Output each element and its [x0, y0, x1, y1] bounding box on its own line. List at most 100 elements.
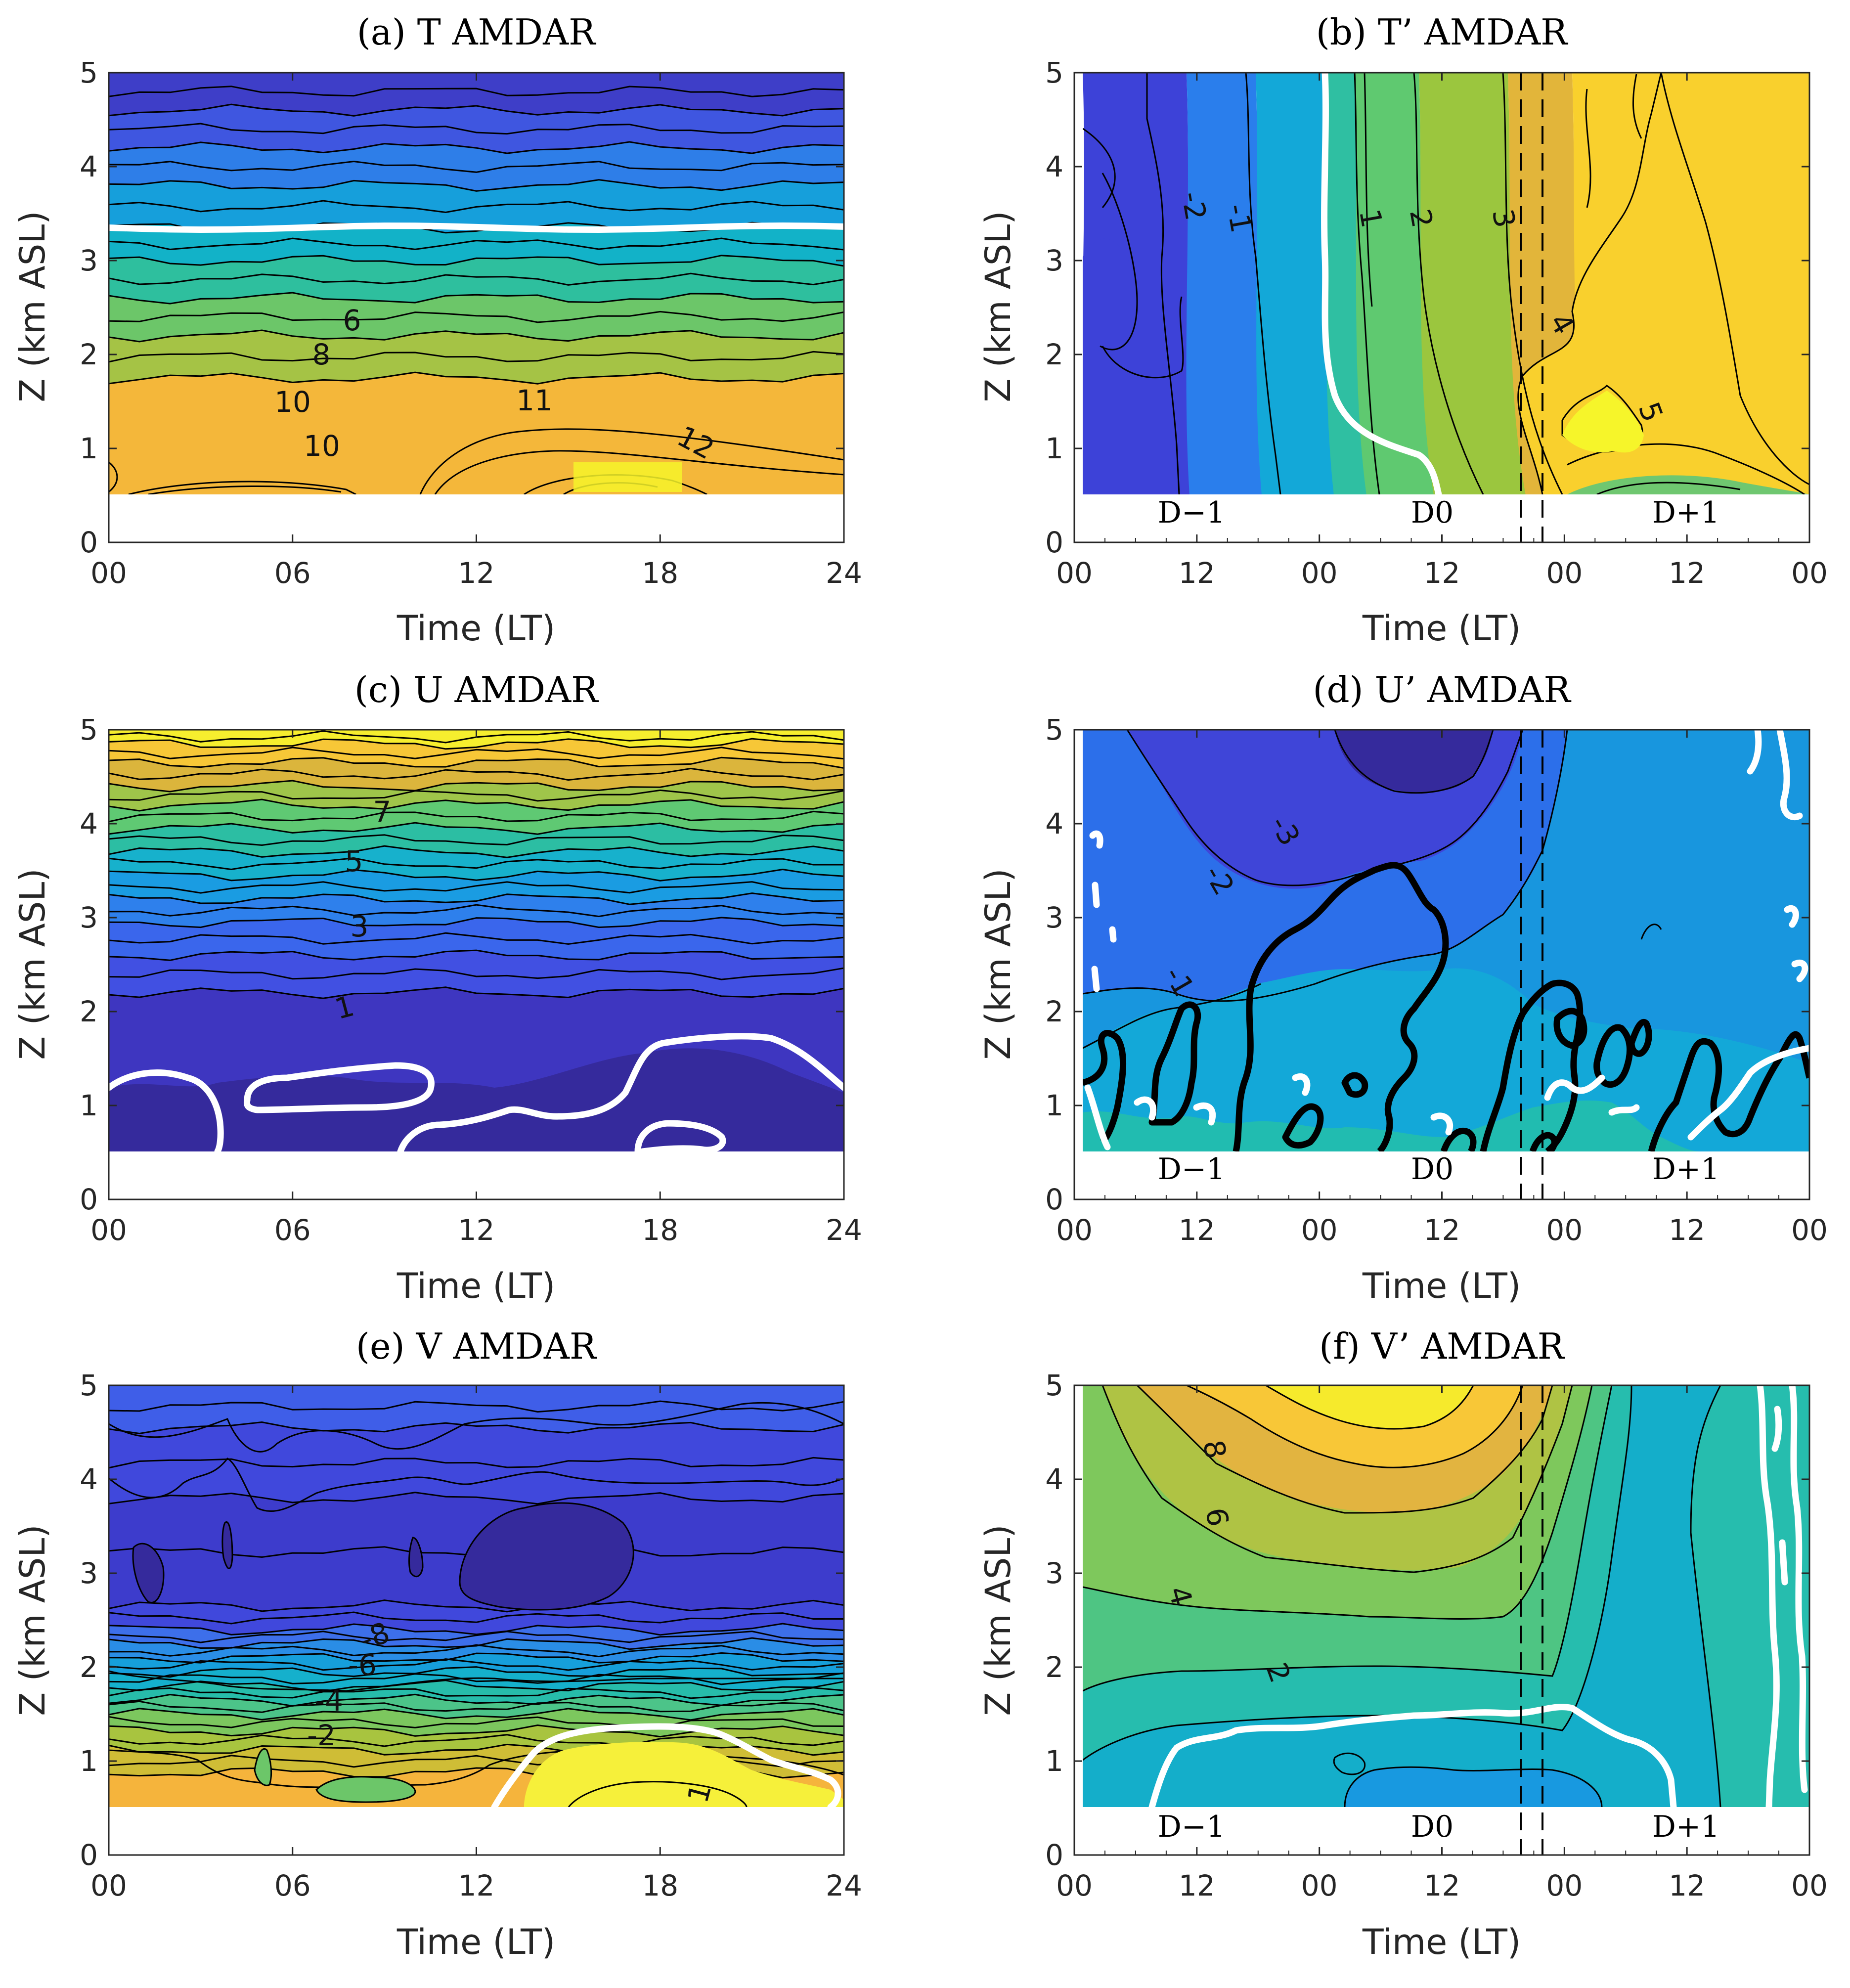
x-tick-label: 12 [1669, 1213, 1705, 1247]
zero-contour [1771, 1406, 1782, 1452]
contour-line [109, 371, 844, 385]
panel-a-xlabel: Time (LT) [396, 608, 555, 649]
zero-contour [1091, 966, 1100, 992]
thick-contour [1341, 1072, 1368, 1098]
contour-line [109, 834, 844, 846]
zero-contour [1430, 1112, 1454, 1136]
panel-c-xlabel: Time (LT) [396, 1266, 555, 1306]
contour-line [109, 255, 844, 267]
x-tick-label: 12 [1424, 1869, 1460, 1902]
contour-line [1101, 1385, 1573, 1573]
x-tick-label: 12 [1669, 1869, 1705, 1902]
maximum-region [524, 1742, 844, 1807]
y-tick-label: 3 [80, 1556, 98, 1590]
contour-line [109, 756, 844, 769]
contour-label: -6 [348, 1648, 377, 1682]
thick-contour [1553, 1008, 1587, 1049]
y-tick-label: 4 [1045, 1462, 1063, 1496]
contour-line [1083, 128, 1116, 208]
zero-contour [109, 222, 844, 233]
contour-line [109, 237, 844, 251]
thick-contour [1628, 1019, 1652, 1057]
x-tick-label: 00 [1791, 1869, 1828, 1902]
contour-line [434, 450, 844, 494]
x-tick-label: 00 [1301, 1213, 1338, 1247]
thick-contour [1529, 1132, 1558, 1151]
contour-line [1690, 1385, 1721, 1807]
y-tick-label: 3 [80, 901, 98, 934]
zero-contour [1776, 730, 1803, 821]
contour-line [109, 1652, 844, 1664]
x-tick-label: 00 [1546, 1213, 1583, 1247]
contour-line [568, 1781, 748, 1807]
contour-line [109, 917, 844, 928]
panel-f-contours [1083, 1385, 1721, 1807]
y-tick-label: 0 [80, 1183, 98, 1216]
y-tick-label: 3 [1045, 1556, 1063, 1590]
contour-line [109, 798, 844, 812]
contour-line [109, 329, 844, 343]
minimum-region [132, 1543, 165, 1604]
contour-line [1354, 73, 1380, 494]
panel-a-ylabel: Z (km ASL) [12, 211, 53, 402]
y-tick-label: 0 [80, 1838, 98, 1872]
contour-line [109, 780, 844, 793]
y-tick-label: 1 [80, 432, 98, 465]
panel-c-zero-contours [109, 1033, 844, 1151]
contour-line [109, 351, 844, 363]
x-tick-label: 00 [1791, 1213, 1828, 1247]
x-tick-label: 00 [90, 1213, 127, 1247]
contour-line [1146, 73, 1180, 494]
panel-c-ylabel: Z (km ASL) [12, 868, 53, 1060]
panel-f: (f) V’ AMDAR [978, 1325, 1828, 1962]
contour-line [109, 272, 844, 286]
panel-f-ylabel: Z (km ASL) [978, 1524, 1018, 1716]
panel-e-title: (e) V AMDAR [356, 1325, 597, 1367]
y-tick-label: 2 [80, 1650, 98, 1684]
thick-contour [1083, 1030, 1126, 1145]
x-tick-label: 12 [1179, 556, 1215, 590]
contour-line [109, 1666, 844, 1678]
y-tick-label: 2 [1045, 995, 1063, 1028]
x-tick-label: 18 [642, 1213, 678, 1247]
y-tick-label: 1 [80, 1744, 98, 1778]
x-tick-label: 12 [1179, 1869, 1215, 1902]
contour-line [1596, 482, 1741, 494]
y-tick-label: 4 [1045, 807, 1063, 840]
panel-a: (a) T AMDAR 6 8 10 11 10 12 00 06 12 18 2401… [12, 11, 862, 649]
panel-b-title: (b) T’ AMDAR [1316, 11, 1568, 53]
day-label: D0 [1411, 1152, 1454, 1187]
contour-line [109, 86, 844, 97]
contour-line [109, 949, 844, 961]
contour-label: 5 [345, 844, 363, 878]
x-tick-label: 00 [1056, 556, 1093, 590]
y-tick-label: 5 [80, 713, 98, 747]
zero-contour [1109, 926, 1117, 943]
contour-line [109, 1611, 844, 1625]
x-tick-label: 12 [1424, 556, 1460, 590]
panel-d-title: (d) U’ AMDAR [1313, 669, 1571, 710]
field-fill [1266, 1385, 1473, 1429]
contour-line [109, 1672, 844, 1685]
y-tick-label: 2 [1045, 1650, 1063, 1684]
y-tick-label: 4 [1045, 150, 1063, 183]
y-tick-label: 1 [1045, 1089, 1063, 1122]
contour-label: 7 [373, 795, 392, 829]
y-tick-label: 4 [80, 807, 98, 840]
panel-c-title: (c) U AMDAR [354, 669, 599, 710]
contour-line [109, 1458, 844, 1512]
panel-b-xlabel: Time (LT) [1362, 608, 1521, 649]
x-tick-label: 12 [1669, 556, 1705, 590]
x-tick-label: 12 [458, 1213, 495, 1247]
contour-line [109, 1492, 844, 1505]
panel-e-xlabel: Time (LT) [396, 1922, 555, 1962]
day-label: D+1 [1652, 1152, 1720, 1187]
contour-line [109, 141, 844, 154]
panel-b: (b) T’ AMDAR -2 -1 1 2 3 4 [978, 11, 1828, 649]
contour-line [1083, 1385, 1632, 1761]
contour-line [1502, 73, 1563, 494]
x-tick-label: 00 [90, 1869, 127, 1902]
band-fill [109, 372, 844, 494]
zero-contour [1757, 1385, 1780, 1807]
